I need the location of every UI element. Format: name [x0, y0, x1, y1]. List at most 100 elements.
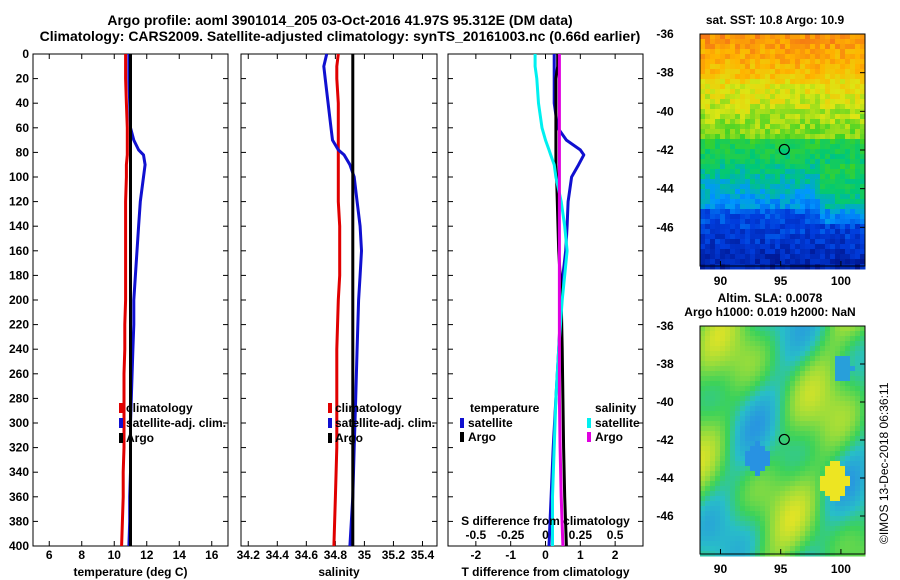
sla_map-cell [775, 431, 781, 437]
sla_map-cell [845, 401, 851, 407]
sst_map-cell [725, 209, 731, 215]
sst_map-cell [770, 149, 776, 155]
sst_map-cell [760, 189, 766, 195]
sst_map-cell [705, 254, 711, 260]
sla_map-cell [860, 411, 866, 417]
sla_map-cell [810, 381, 816, 387]
sla_map-cell [730, 341, 736, 347]
sla_map-cell [725, 331, 731, 337]
sst_map-cell [750, 34, 756, 40]
sla_map-cell [785, 531, 791, 537]
sst_map-cell [820, 134, 826, 140]
sst_map-cell [760, 214, 766, 220]
sla_map-cell [745, 466, 751, 472]
sst_map-cell [860, 249, 866, 255]
sla_map-cell [760, 386, 766, 392]
sla_map-cell [720, 486, 726, 492]
sst_map-cell [730, 49, 736, 55]
sla_map-cell [830, 336, 836, 342]
sst_map-cell [840, 79, 846, 85]
sla_map-cell [715, 381, 721, 387]
sst_map-cell [765, 134, 771, 140]
sla_map-ytick-label: -44 [656, 471, 674, 485]
sla_map-cell [790, 451, 796, 457]
sst_map-cell [805, 264, 811, 270]
sst_map-cell [830, 109, 836, 115]
sla_map-cell [755, 361, 761, 367]
sla_map-cell [830, 481, 836, 487]
sst_map-cell [765, 154, 771, 160]
sla_map-cell [805, 366, 811, 372]
sst_map-cell [800, 34, 806, 40]
sla_map-cell [760, 406, 766, 412]
sla_map-cell [710, 401, 716, 407]
sla_map-cell [700, 331, 706, 337]
sst_map-cell [785, 174, 791, 180]
sst_map-cell [825, 124, 831, 130]
sst_map-cell [785, 49, 791, 55]
sla_map-cell [725, 376, 731, 382]
sla_map-cell [785, 351, 791, 357]
sla_map-cell [770, 451, 776, 457]
sla_map-cell [845, 386, 851, 392]
sla_map-cell [700, 386, 706, 392]
sst_map-cell [715, 59, 721, 65]
sst_map-cell [790, 34, 796, 40]
sst_map-cell [765, 124, 771, 130]
sst_map-cell [725, 114, 731, 120]
sla_map-cell [815, 421, 821, 427]
sla_map-cell [710, 366, 716, 372]
sst_map-cell [795, 99, 801, 105]
sst_map-cell [750, 204, 756, 210]
sla_map-cell [765, 446, 771, 452]
sst_map-cell [720, 94, 726, 100]
sla_map-cell [820, 356, 826, 362]
sla_map-cell [705, 541, 711, 547]
sla_map-cell [815, 451, 821, 457]
sst_map-cell [745, 69, 751, 75]
sla_map-cell [755, 421, 761, 427]
sla_map-cell [810, 451, 816, 457]
sla_map-cell [825, 341, 831, 347]
sst_map-cell [820, 69, 826, 75]
sst_map-cell [780, 104, 786, 110]
sst_map-cell [810, 149, 816, 155]
sla_map-cell [850, 436, 856, 442]
sla_map-cell [725, 431, 731, 437]
sst_map-cell [735, 234, 741, 240]
sla_map-cell [815, 371, 821, 377]
sla_map-cell [735, 436, 741, 442]
sst_map-cell [700, 189, 706, 195]
sst_map-cell [855, 214, 861, 220]
sla_map-cell [825, 411, 831, 417]
sst_map-cell [775, 174, 781, 180]
sst_map-cell [810, 239, 816, 245]
sla_map-cell [785, 326, 791, 332]
sst_map-cell [810, 229, 816, 235]
sla_map-cell [705, 466, 711, 472]
sla_map-cell [855, 516, 861, 522]
sst_map-cell [795, 139, 801, 145]
sst_map-cell [750, 139, 756, 145]
sla_map-cell [700, 486, 706, 492]
sla_map-cell [815, 411, 821, 417]
sla_map-cell [845, 446, 851, 452]
sla_map-cell [715, 546, 721, 552]
sst_map-cell [705, 184, 711, 190]
sla_map-cell [790, 411, 796, 417]
sla_map-cell [720, 441, 726, 447]
sst_map-cell [855, 154, 861, 160]
sla_map-cell [705, 516, 711, 522]
sst_map-cell [720, 34, 726, 40]
sla_map-cell [860, 486, 866, 492]
sst_map-cell [855, 229, 861, 235]
sst_map-cell [765, 164, 771, 170]
sst_map-cell [740, 254, 746, 260]
sst_map-cell [825, 179, 831, 185]
sla_map-cell [740, 346, 746, 352]
sla_map-cell [795, 391, 801, 397]
sla_map-cell [750, 336, 756, 342]
sst_map-cell [710, 229, 716, 235]
sst_map-cell [715, 39, 721, 45]
sst_map-cell [805, 204, 811, 210]
